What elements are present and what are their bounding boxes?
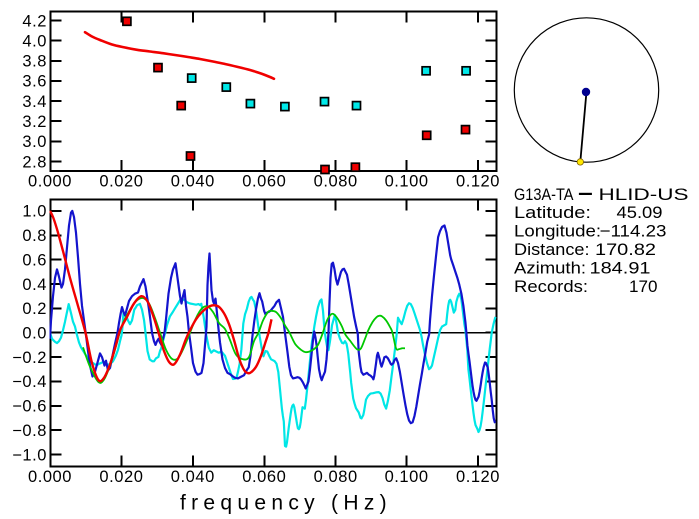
svg-text:0.120: 0.120 [456,173,500,191]
svg-text:0.060: 0.060 [242,173,286,191]
svg-text:0.100: 0.100 [385,468,429,486]
svg-text:2.8: 2.8 [22,153,47,171]
svg-text:0.4: 0.4 [22,276,47,294]
svg-text:HLID-US: HLID-US [599,186,689,204]
svg-text:170: 170 [629,278,658,296]
svg-text:3.6: 3.6 [22,73,47,91]
svg-text:3.8: 3.8 [22,53,47,71]
svg-text:Records:: Records: [514,278,588,296]
svg-text:0.040: 0.040 [171,468,215,486]
svg-text:1.0: 1.0 [22,203,47,221]
svg-text:4.0: 4.0 [22,32,47,50]
svg-text:3.2: 3.2 [22,113,47,131]
svg-text:0.040: 0.040 [171,173,215,191]
svg-text:G13A-TA: G13A-TA [514,186,574,204]
svg-text:0.8: 0.8 [22,227,47,245]
svg-text:−1.0: −1.0 [12,446,47,464]
svg-text:0.100: 0.100 [385,173,429,191]
svg-text:0.060: 0.060 [242,468,286,486]
svg-text:frequency (Hz): frequency (Hz) [180,492,392,515]
svg-text:−0.4: −0.4 [12,373,47,391]
svg-text:3.4: 3.4 [22,93,47,111]
svg-text:Latitude:: Latitude: [514,204,591,222]
svg-text:Azimuth:: Azimuth: [514,260,586,278]
svg-text:45.09: 45.09 [617,204,663,222]
svg-text:0.080: 0.080 [314,173,358,191]
svg-text:3.0: 3.0 [22,133,47,151]
svg-text:−114.23: −114.23 [600,223,667,241]
svg-text:−0.6: −0.6 [12,398,47,416]
svg-text:0.020: 0.020 [99,468,143,486]
svg-text:0.120: 0.120 [456,468,500,486]
svg-text:Distance:: Distance: [514,241,590,259]
svg-text:0.020: 0.020 [99,173,143,191]
svg-text:Longitude:: Longitude: [514,223,601,241]
svg-text:0.080: 0.080 [314,468,358,486]
svg-text:4.2: 4.2 [22,12,47,30]
svg-text:0.2: 0.2 [22,300,47,318]
svg-text:0.0: 0.0 [22,325,47,343]
svg-text:0.6: 0.6 [22,251,47,269]
svg-text:0.000: 0.000 [28,468,72,486]
svg-text:170.82: 170.82 [595,241,656,259]
svg-text:184.91: 184.91 [590,260,651,278]
svg-text:−0.2: −0.2 [12,349,47,367]
svg-text:0.000: 0.000 [28,173,72,191]
svg-text:−0.8: −0.8 [12,422,47,440]
